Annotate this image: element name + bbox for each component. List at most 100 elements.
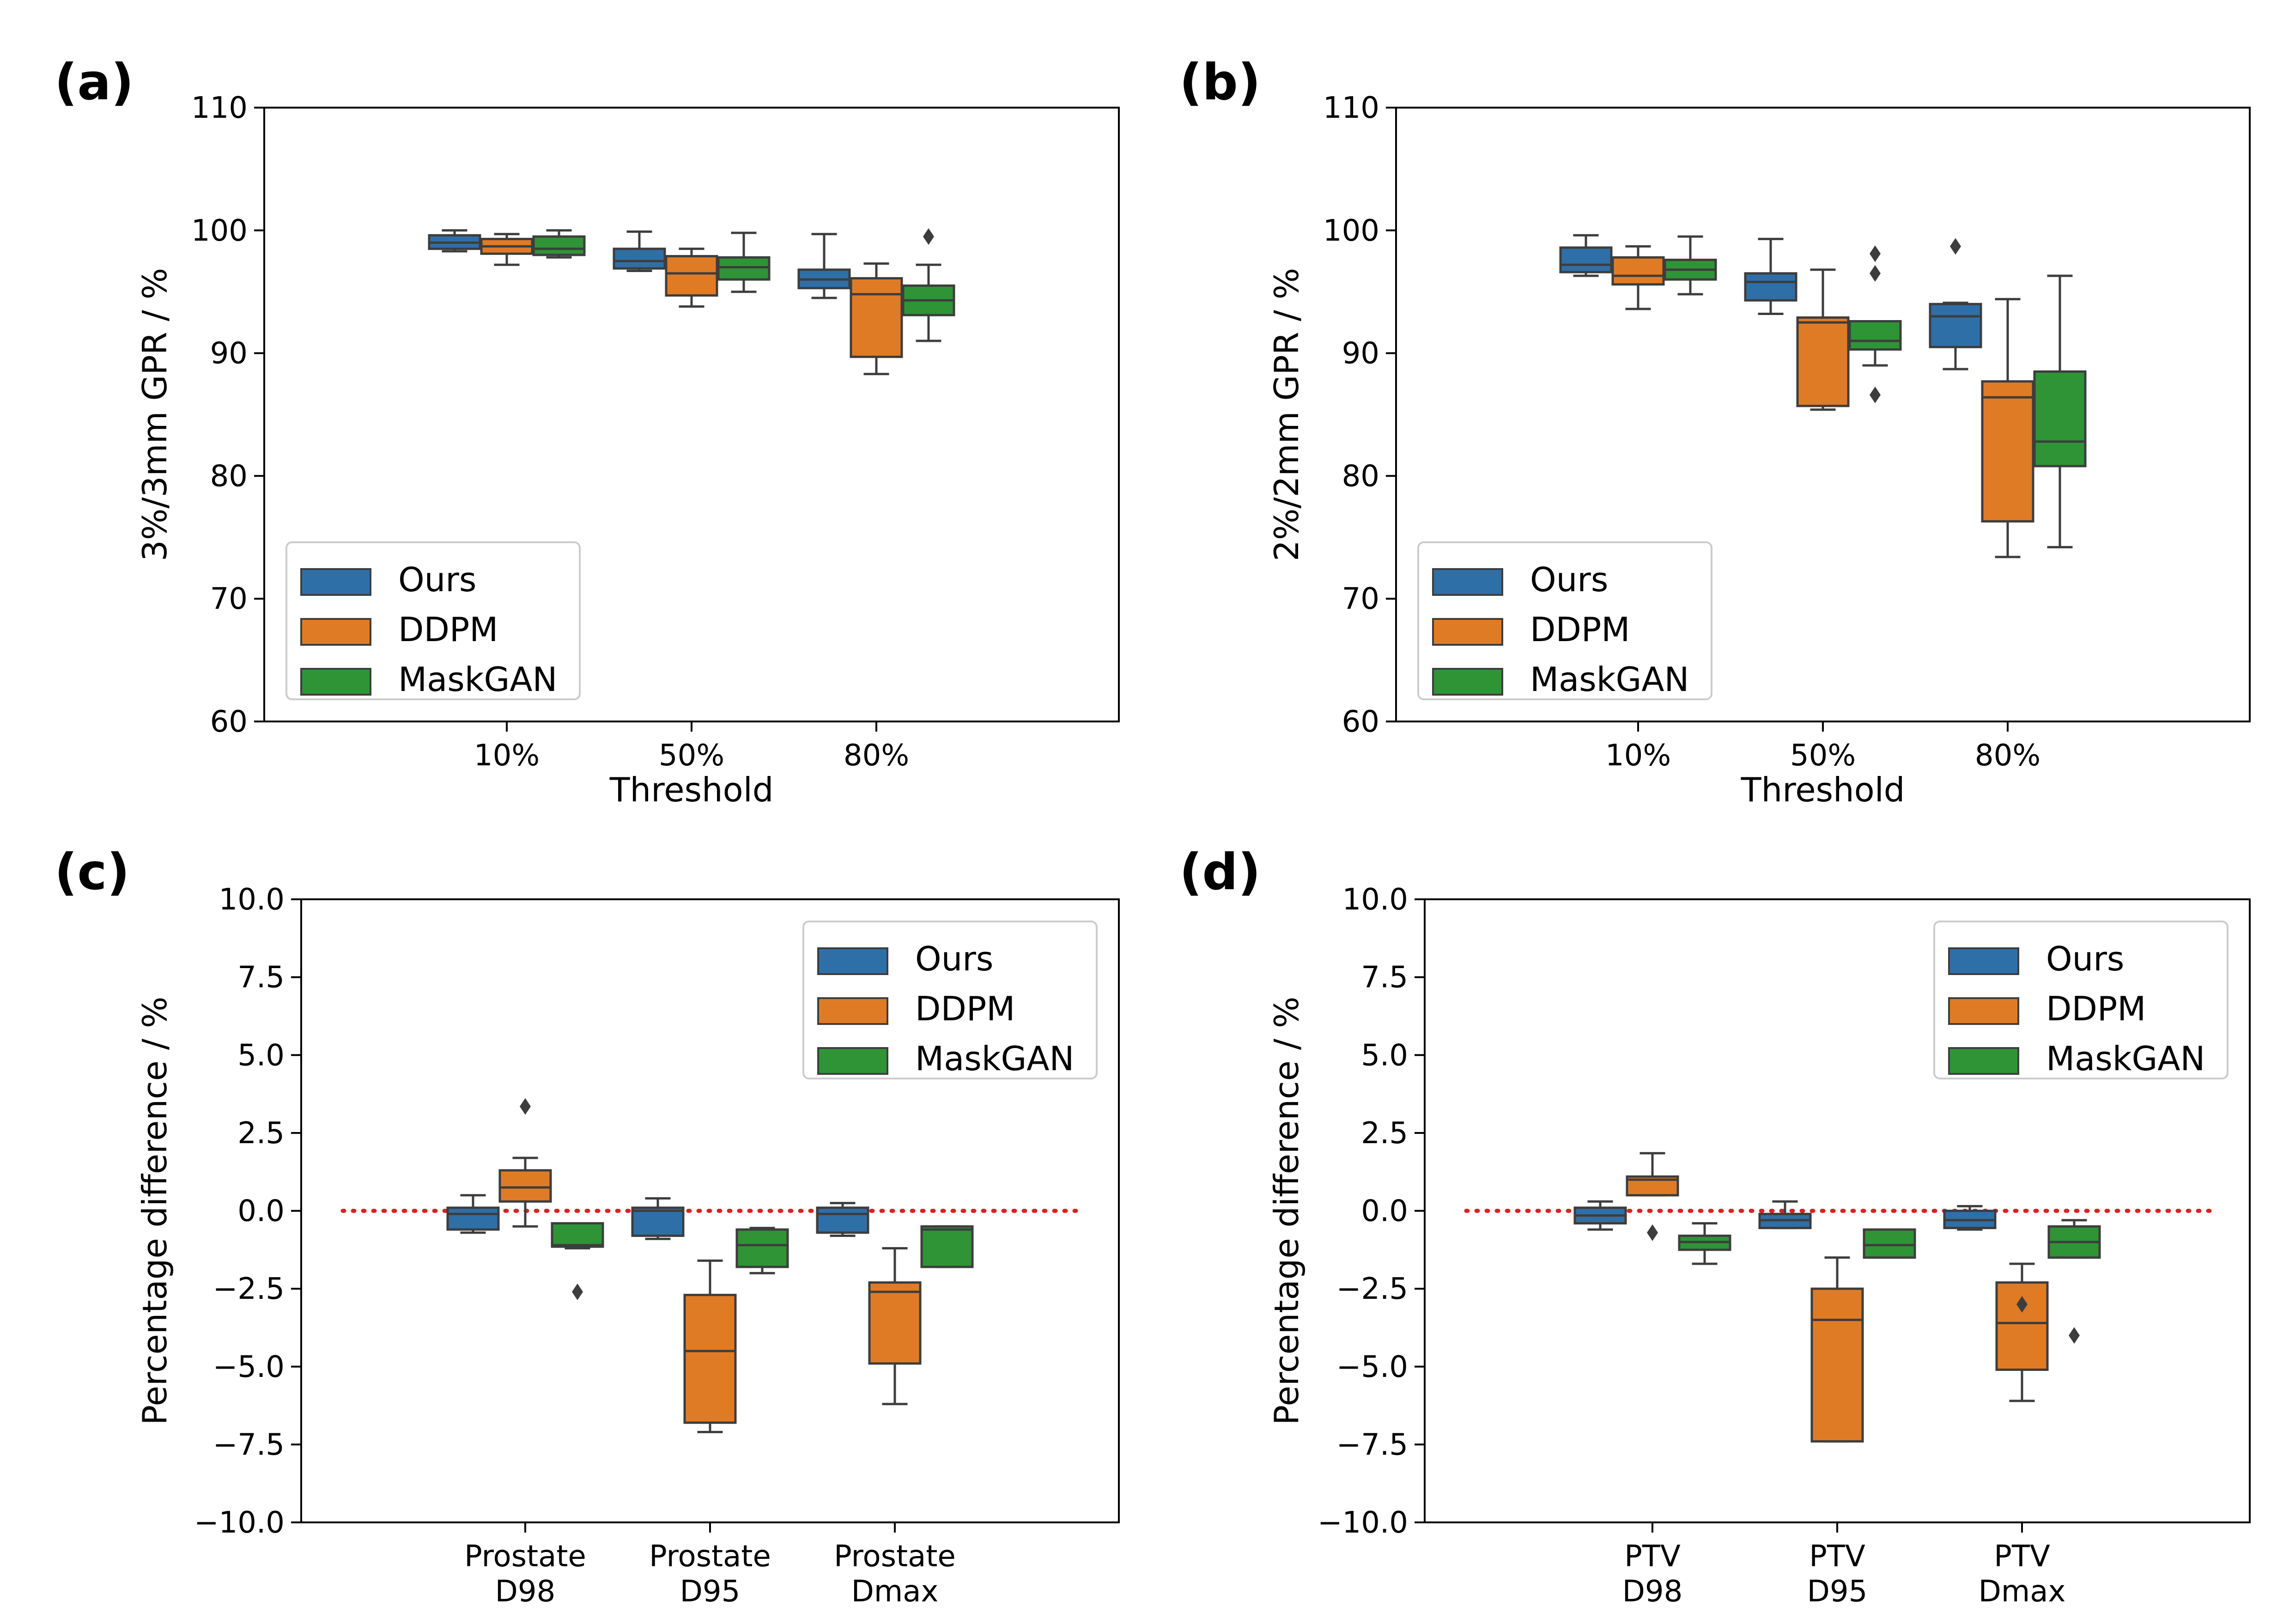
box-ours-2 [1744, 237, 1797, 315]
y-tick-label: −7.5 [213, 1428, 285, 1462]
legend-label-ddpm: DDPM [1530, 610, 1630, 649]
outlier-marker [923, 228, 934, 245]
y-tick-label: 60 [1342, 705, 1379, 739]
x-tick-label: PTV [1624, 1539, 1681, 1574]
box-ddpm-3 [1981, 298, 2034, 558]
x-tick-label: D98 [1622, 1575, 1683, 1609]
y-tick-label: −10.0 [1318, 1506, 1408, 1540]
box-body [1796, 316, 1850, 407]
box-body [446, 1206, 500, 1231]
y-tick-label: 70 [210, 582, 248, 616]
x-axis-label: Threshold [609, 770, 774, 809]
y-tick-label: 70 [1342, 582, 1379, 616]
y-tick-label: 10.0 [1342, 883, 1409, 917]
x-tick-label: Prostate [834, 1539, 956, 1574]
y-axis-label: 3%/3mm GPR / % [135, 268, 174, 561]
outlier-marker [1950, 238, 1961, 255]
outlier-marker [2069, 1327, 2080, 1344]
box-body [532, 235, 586, 256]
box-ours-1 [1559, 234, 1613, 277]
box-ddpm-2 [1796, 268, 1850, 411]
y-tick-label: −10.0 [194, 1506, 285, 1540]
box-body [717, 256, 771, 281]
box-ddpm-2 [1810, 1256, 1864, 1443]
box-maskgan-2 [1848, 245, 1902, 403]
box-body [665, 255, 718, 297]
box-body [868, 1281, 922, 1365]
x-tick-label: Dmax [851, 1575, 939, 1609]
legend-swatch-ours [1432, 568, 1503, 596]
y-tick-label: 2.5 [237, 1116, 285, 1151]
y-tick-label: 0.0 [237, 1194, 285, 1229]
y-axis-label: 2%/2mm GPR / % [1267, 268, 1306, 561]
box-maskgan-3 [2033, 274, 2087, 549]
y-tick-label: 90 [210, 337, 248, 371]
panel-d: (d) −10.0 −7.5 −5.0 −2.5 0.0 2.5 5.0 7.5 10.0 Perc… [1179, 843, 2251, 1609]
y-tick-label: −7.5 [1336, 1428, 1408, 1462]
panel-label: (d) [1179, 843, 1261, 901]
legend-label-maskgan: MaskGAN [1530, 660, 1689, 699]
y-tick-label: 7.5 [237, 961, 285, 995]
box-maskgan-3 [902, 228, 955, 342]
legend-label-maskgan: MaskGAN [398, 660, 557, 699]
box-ddpm-1 [480, 233, 534, 266]
outlier-marker [520, 1098, 531, 1115]
box-body [613, 248, 666, 270]
legend-swatch-ddpm [817, 997, 888, 1025]
box-ddpm-2 [665, 248, 718, 308]
box-ours-1 [1573, 1200, 1627, 1231]
legend-swatch-ddpm [1948, 997, 2019, 1025]
box-body [1611, 256, 1665, 286]
axes-frame [300, 898, 1120, 1523]
box-maskgan-1 [532, 229, 586, 259]
legend-swatch-ddpm [1432, 618, 1503, 646]
box-ours-1 [446, 1194, 500, 1234]
outlier-marker [1870, 386, 1881, 403]
y-tick-label: 100 [191, 214, 248, 248]
legend: Ours DDPM MaskGAN [1933, 921, 2228, 1079]
legend-label-maskgan: MaskGAN [2046, 1039, 2205, 1078]
y-tick-label: −5.0 [213, 1350, 285, 1384]
panel-c: (c) −10.0 −7.5 −5.0 −2.5 0.0 2.5 5.0 7.5 10.0 Perc… [55, 843, 1120, 1609]
box-body [850, 277, 903, 358]
y-tick-label: −5.0 [1336, 1350, 1408, 1384]
box-ours-2 [631, 1197, 685, 1240]
y-tick-label: 110 [191, 91, 248, 125]
box-body [1810, 1287, 1864, 1443]
x-tick-label: Dmax [1979, 1575, 2066, 1609]
box-body [920, 1225, 974, 1268]
box-maskgan-2 [1863, 1228, 1916, 1259]
box-body [1995, 1281, 2049, 1371]
y-tick-label: 110 [1323, 91, 1379, 125]
x-axis-label: Threshold [1741, 770, 1905, 809]
outlier-marker [1870, 265, 1881, 282]
box-body [1981, 380, 2034, 523]
x-tick-label: Prostate [464, 1539, 586, 1574]
legend-swatch-ours [300, 568, 371, 596]
legend: Ours DDPM MaskGAN [285, 541, 581, 700]
box-maskgan-2 [717, 231, 771, 293]
box-body [735, 1228, 789, 1268]
legend: Ours DDPM MaskGAN [802, 921, 1098, 1079]
box-maskgan-1 [1664, 235, 1717, 296]
legend-label-ours: Ours [2046, 939, 2124, 978]
box-ddpm-3 [850, 262, 903, 376]
box-ddpm-3 [868, 1247, 922, 1406]
axes-frame [1424, 898, 2251, 1523]
box-ddpm-1 [1611, 245, 1665, 310]
box-maskgan-3 [920, 1225, 974, 1268]
y-tick-label: 10.0 [219, 883, 285, 917]
y-axis-label: Percentage difference / % [135, 997, 174, 1425]
box-ddpm-2 [683, 1259, 737, 1433]
y-tick-label: 5.0 [1361, 1038, 1408, 1073]
box-body [2033, 370, 2087, 467]
y-tick-label: 80 [1342, 459, 1379, 493]
legend-label-ddpm: DDPM [2046, 989, 2146, 1028]
y-tick-label: 80 [210, 459, 248, 493]
panel-label: (a) [55, 54, 134, 111]
box-maskgan-1 [1678, 1222, 1731, 1265]
x-tick-label: D95 [680, 1575, 741, 1609]
axes-frame [263, 107, 1120, 722]
outlier-marker [1870, 245, 1881, 262]
box-ddpm-1 [498, 1098, 552, 1228]
